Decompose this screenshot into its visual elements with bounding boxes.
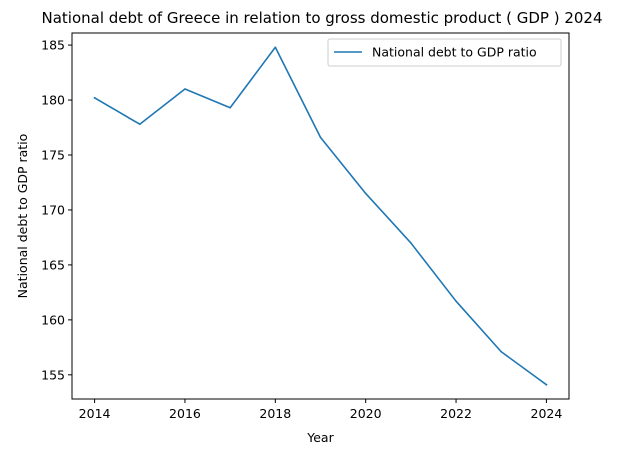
- data-point: [455, 300, 457, 302]
- data-point: [93, 97, 96, 99]
- data-point: [319, 136, 322, 139]
- x-tick-label: 2016: [169, 406, 201, 421]
- y-tick-label: 180: [41, 93, 65, 108]
- data-point: [545, 383, 548, 386]
- x-tick-label: 2020: [350, 406, 382, 421]
- y-axis: 155 160 165 170 175 180 185: [41, 38, 72, 382]
- x-tick-label: 2014: [79, 406, 111, 421]
- x-tick-label: 2024: [531, 406, 563, 421]
- y-axis-title: National debt to GDP ratio: [15, 134, 30, 299]
- plot-frame: [71, 32, 570, 400]
- legend: National debt to GDP ratio: [327, 38, 562, 67]
- data-point: [500, 350, 503, 353]
- data-point: [229, 106, 231, 109]
- data-point: [274, 46, 277, 49]
- chart-title: National debt of Greece in relation to g…: [42, 9, 603, 27]
- y-tick-label: 155: [41, 367, 65, 382]
- y-tick-label: 165: [41, 257, 65, 272]
- x-axis: 2014 2016 2018 2020 2022 2024: [79, 399, 563, 421]
- x-axis-title: Year: [306, 430, 334, 445]
- data-point: [184, 88, 186, 90]
- data-point: [364, 192, 367, 195]
- legend-label: National debt to GDP ratio: [372, 45, 537, 60]
- series-line-debt-ratio: [93, 46, 548, 386]
- x-tick-label: 2018: [259, 406, 291, 421]
- legend-box: [327, 38, 562, 67]
- x-tick-label: 2022: [440, 406, 472, 421]
- data-points: [93, 46, 548, 386]
- y-tick-label: 160: [41, 312, 65, 327]
- y-tick-label: 170: [41, 202, 65, 217]
- data-point: [138, 123, 141, 126]
- data-point: [410, 242, 412, 244]
- y-tick-label: 185: [41, 38, 65, 53]
- y-tick-label: 175: [41, 148, 65, 163]
